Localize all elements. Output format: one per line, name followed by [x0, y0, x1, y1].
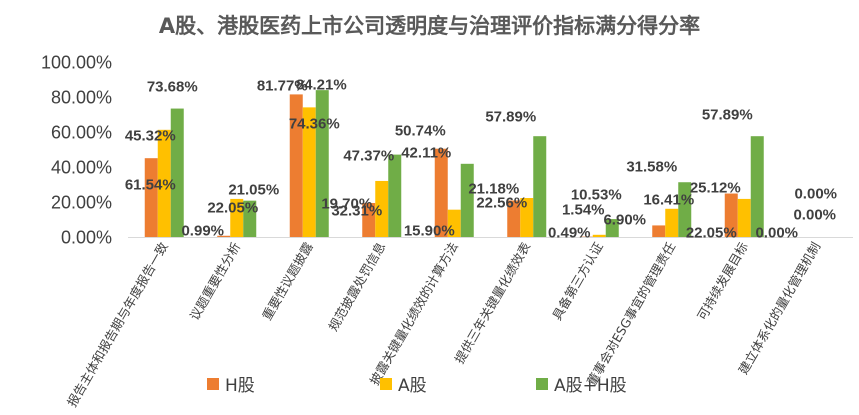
data-label: 0.00%	[794, 186, 837, 203]
data-label: 21.18%	[468, 181, 519, 198]
legend-swatch	[207, 378, 219, 390]
x-tick-label: 重要性议题披露	[259, 239, 316, 323]
data-label: 1.54%	[562, 202, 605, 219]
bar	[750, 136, 764, 238]
data-label: 0.00%	[755, 225, 798, 242]
data-label: 31.58%	[626, 159, 677, 176]
data-label: 15.90%	[404, 223, 455, 240]
bar	[665, 208, 679, 238]
y-tick-label: 60.00%	[51, 123, 112, 143]
bar	[592, 234, 606, 238]
data-label: 22.05%	[686, 225, 737, 242]
legend-label: A股+H股	[554, 376, 627, 396]
bar	[460, 163, 474, 238]
x-tick-label: 提供三年关键量化绩效表	[452, 239, 534, 366]
x-tick-label: 披露关键量化绩效的计算方法	[367, 240, 461, 388]
data-label: 50.74%	[395, 123, 446, 140]
bar	[302, 107, 316, 238]
y-tick-label: 0.00%	[61, 228, 112, 248]
x-tick-label: 可持续发展目标	[694, 240, 751, 323]
x-tick-label: 董事会对ESG事宜的管理责任	[584, 240, 679, 389]
data-label: 25.12%	[690, 180, 741, 197]
bar	[289, 94, 303, 238]
bar	[375, 180, 389, 238]
bar	[144, 158, 158, 238]
x-tick-label: 报告主体和报告期与年度报告一致	[64, 239, 171, 409]
bar	[737, 198, 751, 238]
bar	[520, 198, 534, 238]
x-tick-label: 建立体系化的量化管理机制	[735, 240, 823, 377]
bar	[217, 235, 231, 238]
y-tick-label: 40.00%	[51, 158, 112, 178]
chart-title: A股、港股医药上市公司透明度与治理评价指标满分得分率	[159, 14, 700, 38]
y-tick-label: 100.00%	[41, 53, 112, 73]
y-tick-label: 80.00%	[51, 88, 112, 108]
data-label: 16.41%	[643, 192, 694, 209]
x-tick-label: 规范披露处罚信息	[325, 240, 388, 334]
data-label: 0.49%	[548, 225, 591, 242]
bar	[170, 108, 184, 238]
bar	[447, 209, 461, 238]
bar	[157, 129, 171, 238]
data-label: 0.99%	[181, 223, 224, 240]
bar	[678, 182, 692, 238]
data-label: 84.21%	[296, 77, 347, 94]
data-label: 19.70%	[321, 196, 372, 213]
bar	[507, 200, 521, 238]
data-label: 57.89%	[702, 107, 753, 124]
data-label: 0.00%	[793, 207, 836, 224]
data-label: 73.68%	[147, 79, 198, 96]
bar	[388, 154, 402, 238]
data-label: 21.05%	[228, 182, 279, 199]
legend: H股 A股 A股+H股	[207, 376, 627, 396]
legend-swatch	[536, 378, 548, 390]
bars	[128, 90, 853, 238]
data-label: 10.53%	[571, 187, 622, 204]
bar	[434, 148, 448, 238]
legend-swatch	[380, 378, 392, 390]
bar	[724, 193, 738, 238]
data-label: 42.11%	[401, 145, 451, 162]
bar	[605, 219, 619, 238]
bar	[315, 90, 329, 238]
data-label: 74.36%	[289, 116, 340, 133]
data-label: 6.90%	[603, 212, 646, 229]
bar	[243, 200, 257, 238]
legend-label: A股	[398, 376, 427, 396]
y-axis: 0.00% 20.00% 40.00% 60.00% 80.00% 100.00%	[41, 53, 112, 248]
x-axis: 报告主体和报告期与年度报告一致 议题重要性分析 重要性议题披露 规范披露处罚信息披露关…	[64, 239, 823, 409]
data-label: 32.31%	[331, 203, 382, 220]
legend-label: H股	[225, 376, 255, 396]
x-tick-label: 议题重要性分析	[187, 240, 244, 323]
y-tick-label: 20.00%	[51, 193, 112, 213]
data-label: 47.37%	[343, 148, 394, 165]
bar	[230, 198, 244, 238]
data-labels: 45.32%61.54%73.68%0.99%22.05%21.05%81.77…	[125, 77, 837, 242]
data-label: 45.32%	[125, 128, 176, 145]
bar	[362, 203, 376, 238]
data-label: 61.54%	[125, 177, 176, 194]
data-label: 81.77%	[257, 78, 308, 95]
x-tick-label: 具备第三方认证	[549, 239, 606, 323]
bar	[533, 136, 547, 238]
bar	[652, 225, 666, 238]
data-label: 22.05%	[207, 200, 258, 217]
data-label: 22.56%	[476, 195, 527, 212]
data-label: 57.89%	[485, 109, 536, 126]
